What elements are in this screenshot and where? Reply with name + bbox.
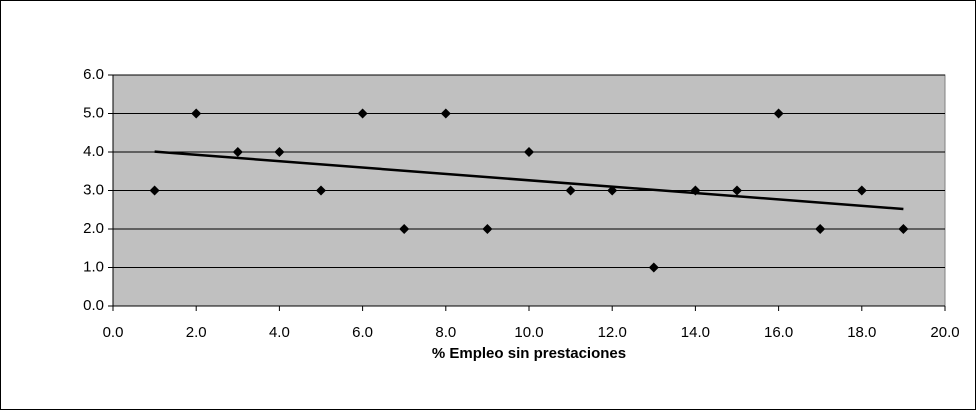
trendline [154,150,904,211]
x-tick-label: 4.0 [269,324,290,341]
point [648,262,659,273]
point [773,108,784,119]
y-tick-label: 5.0 [83,104,104,121]
x-tick-label: 2.0 [186,324,207,341]
point [316,185,326,196]
y-tick-label: 6.0 [83,66,104,83]
x-tick-label: 10.0 [514,324,543,341]
y-tick-label: 4.0 [83,143,104,160]
point [357,108,368,119]
x-axis-label: % Empleo sin prestaciones [432,345,626,362]
point [440,108,451,119]
y-tick-label: 1.0 [83,258,104,275]
point [815,224,826,234]
x-tick-label: 0.0 [103,324,124,341]
point [482,224,493,234]
y-tick-label: 0.0 [83,297,104,314]
x-tick-label: 6.0 [352,324,373,341]
x-tick-label: 16.0 [764,324,793,341]
x-tick-label: 18.0 [847,324,876,341]
x-tick-label: 20.0 [930,324,959,341]
point [732,185,742,196]
point [524,147,534,157]
point [274,147,285,157]
x-tick-label: 8.0 [435,324,456,341]
point [232,147,243,157]
point [565,185,576,196]
x-tick-label: 14.0 [681,324,710,341]
y-tick-label: 3.0 [83,181,104,198]
point [191,108,202,119]
point [399,224,410,234]
x-tick-label: 12.0 [598,324,627,341]
point [149,185,160,196]
y-tick-label: 2.0 [83,220,104,237]
point [856,185,867,196]
point [898,224,909,234]
